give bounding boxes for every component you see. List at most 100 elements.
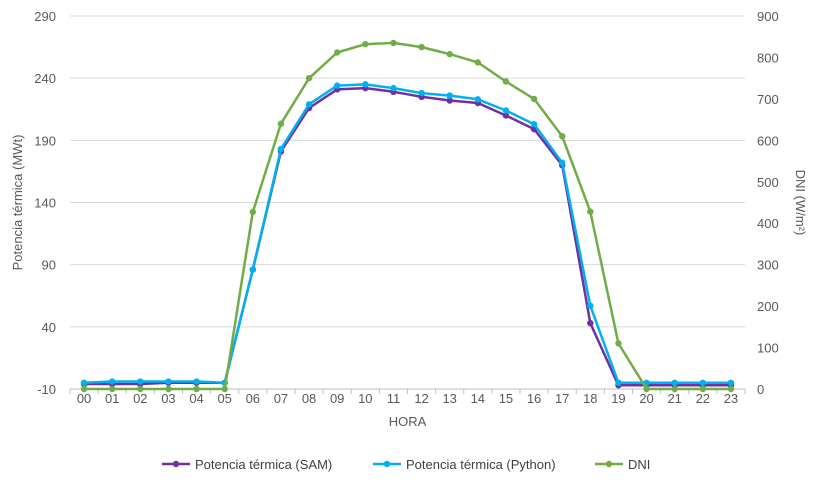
x-tick-label: 00 bbox=[77, 391, 91, 406]
right-tick-label: 800 bbox=[757, 50, 779, 65]
data-point bbox=[502, 78, 510, 85]
data-point bbox=[108, 385, 116, 393]
legend-label: Potencia térmica (SAM) bbox=[195, 457, 332, 472]
x-tick-label: 08 bbox=[302, 391, 316, 406]
data-point bbox=[418, 89, 425, 97]
series-potencia-t-rmica-sam- bbox=[80, 84, 735, 389]
data-point bbox=[530, 95, 538, 103]
x-tick-label: 19 bbox=[611, 391, 625, 406]
x-tick-label: 02 bbox=[133, 391, 147, 406]
data-point bbox=[643, 385, 650, 393]
right-tick-label: 900 bbox=[757, 9, 779, 24]
x-axis-ticks: 00 01 02 03 04 05 06 07 08 09 10 11 12 13 14 15 16 17 18 19… bbox=[69, 389, 746, 406]
data-point bbox=[446, 97, 453, 104]
x-tick-label: 18 bbox=[583, 391, 597, 406]
legend-marker bbox=[605, 460, 613, 468]
left-tick-label: 140 bbox=[34, 196, 56, 211]
data-point bbox=[671, 385, 678, 393]
legend-item: Potencia térmica (Python) bbox=[373, 457, 556, 472]
data-point bbox=[671, 379, 678, 386]
data-point bbox=[165, 378, 172, 385]
legend-marker bbox=[383, 460, 391, 468]
right-tick-label: 100 bbox=[757, 341, 779, 356]
y-axis-title: Potencia térmica (MWt) bbox=[10, 135, 25, 271]
x-tick-label: 17 bbox=[555, 391, 569, 406]
data-point bbox=[390, 84, 397, 92]
x-axis-title: HORA bbox=[389, 414, 427, 429]
data-point bbox=[530, 120, 538, 128]
x-tick-label: 14 bbox=[471, 391, 485, 406]
series-line bbox=[84, 83, 731, 385]
data-point bbox=[418, 43, 425, 51]
data-point bbox=[362, 40, 369, 48]
data-point bbox=[193, 378, 200, 385]
right-tick-label: 400 bbox=[757, 216, 779, 231]
x-tick-label: 10 bbox=[358, 391, 372, 406]
data-point bbox=[727, 379, 735, 386]
data-point bbox=[80, 379, 88, 386]
legend: Potencia térmica (SAM) Potencia térmica (… bbox=[162, 457, 650, 472]
x-tick-label: 16 bbox=[527, 391, 541, 406]
right-tick-label: 200 bbox=[757, 299, 779, 314]
left-axis-ticks: -10 40 90 140 190 240 290 bbox=[34, 9, 56, 397]
data-point bbox=[558, 159, 566, 166]
data-point bbox=[587, 208, 594, 215]
left-tick-label: -10 bbox=[37, 382, 56, 397]
x-tick-label: 23 bbox=[724, 391, 738, 406]
series-dni bbox=[80, 39, 735, 393]
data-point bbox=[277, 145, 285, 153]
x-tick-label: 22 bbox=[696, 391, 710, 406]
right-tick-label: 300 bbox=[757, 258, 779, 273]
left-tick-label: 40 bbox=[42, 320, 56, 335]
data-point bbox=[615, 379, 622, 386]
legend-marker bbox=[172, 460, 180, 468]
data-point bbox=[615, 340, 622, 347]
data-point bbox=[249, 208, 257, 216]
series-layer bbox=[80, 39, 735, 393]
x-tick-label: 15 bbox=[499, 391, 513, 406]
data-point bbox=[699, 379, 707, 386]
left-tick-label: 290 bbox=[34, 9, 56, 24]
right-tick-label: 700 bbox=[757, 92, 779, 107]
data-point bbox=[474, 59, 482, 66]
gridlines bbox=[70, 15, 745, 328]
x-tick-label: 01 bbox=[105, 391, 119, 406]
data-point bbox=[108, 378, 116, 385]
x-tick-label: 04 bbox=[189, 391, 203, 406]
x-tick-label: 06 bbox=[246, 391, 260, 406]
series-potencia-t-rmica-python- bbox=[80, 81, 735, 386]
data-point bbox=[137, 385, 144, 393]
data-point bbox=[390, 39, 397, 47]
x-tick-label: 05 bbox=[217, 391, 231, 406]
left-tick-label: 90 bbox=[42, 258, 56, 273]
y2-axis-title: DNI (W/m²) bbox=[793, 170, 808, 236]
data-point bbox=[305, 101, 313, 108]
data-point bbox=[277, 120, 285, 127]
right-tick-label: 500 bbox=[757, 175, 779, 190]
series-line bbox=[84, 86, 731, 387]
legend-label: Potencia térmica (Python) bbox=[406, 457, 556, 472]
legend-item: DNI bbox=[595, 457, 650, 472]
data-point bbox=[502, 107, 510, 114]
data-point bbox=[305, 74, 313, 82]
x-tick-label: 21 bbox=[667, 391, 681, 406]
right-tick-label: 0 bbox=[757, 382, 764, 397]
data-point bbox=[137, 378, 144, 385]
right-axis-ticks: 0 100 200 300 400 500 600 700 800 900 bbox=[757, 9, 779, 397]
data-point bbox=[165, 385, 172, 393]
x-tick-label: 13 bbox=[442, 391, 456, 406]
left-tick-label: 240 bbox=[34, 71, 56, 86]
x-tick-label: 12 bbox=[414, 391, 428, 406]
data-point bbox=[446, 50, 453, 58]
x-tick-label: 07 bbox=[274, 391, 288, 406]
right-tick-label: 600 bbox=[757, 133, 779, 148]
x-tick-label: 03 bbox=[161, 391, 175, 406]
data-point bbox=[249, 266, 257, 273]
data-point bbox=[587, 302, 594, 309]
data-point bbox=[80, 385, 88, 393]
data-point bbox=[558, 132, 566, 140]
x-tick-label: 20 bbox=[639, 391, 653, 406]
data-point bbox=[727, 385, 735, 393]
